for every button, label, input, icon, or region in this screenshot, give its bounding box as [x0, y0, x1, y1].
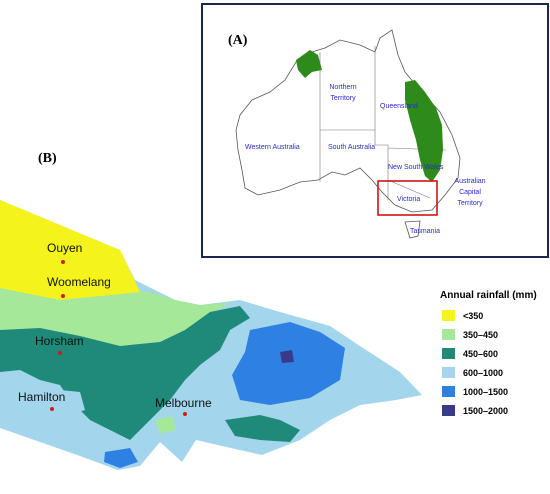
state-label: South Australia [328, 144, 375, 151]
rainfall-zone [280, 350, 294, 363]
victoria-highlight [377, 180, 438, 216]
state-label: Queensland [380, 103, 418, 110]
state-label: Territory [330, 95, 356, 102]
city-label: Horsham [35, 334, 84, 348]
rainfall-zone [0, 200, 140, 300]
legend-title: Annual rainfall (mm) [440, 290, 537, 301]
panel-b-label: (B) [38, 151, 57, 166]
panel-a-label: (A) [228, 33, 248, 48]
state-label: Tasmania [410, 228, 440, 235]
rainfall-zone [38, 388, 85, 418]
city-marker [183, 412, 187, 416]
legend-label: 1500–2000 [463, 406, 508, 416]
state-label: New South Wales [388, 164, 444, 171]
australia-map [235, 29, 461, 239]
state-label: Australian [454, 178, 485, 185]
legend-swatch [442, 310, 455, 321]
city-label: Woomelang [47, 275, 111, 289]
city-label: Melbourne [155, 396, 212, 410]
legend-swatch [442, 386, 455, 397]
legend-label: 350–450 [463, 330, 498, 340]
legend-swatch [442, 367, 455, 378]
rainfall-zone [225, 415, 300, 442]
city-marker [50, 407, 54, 411]
rainfall-zone [155, 416, 176, 434]
legend-swatch [442, 329, 455, 340]
city-marker [61, 260, 65, 264]
city-marker [58, 351, 62, 355]
city-label: Hamilton [18, 390, 65, 404]
rainfall-zone [0, 306, 250, 440]
state-label: Northern [329, 84, 356, 91]
city-marker [61, 294, 65, 298]
state-label: Western Australia [245, 144, 300, 151]
highlighted-regions [296, 50, 443, 182]
legend-label: 1000–1500 [463, 387, 508, 397]
rainfall-zone [232, 322, 345, 405]
legend-label: <350 [463, 311, 483, 321]
legend-label: 600–1000 [463, 368, 503, 378]
rainfall-zone [104, 448, 138, 468]
state-label: Capital [459, 189, 481, 196]
legend-swatch [442, 405, 455, 416]
state-label: Territory [457, 200, 483, 207]
rainfall-map [0, 200, 422, 470]
legend-label: 450–600 [463, 349, 498, 359]
legend-swatch [442, 348, 455, 359]
city-label: Ouyen [47, 241, 82, 255]
state-label: Victoria [397, 196, 420, 203]
